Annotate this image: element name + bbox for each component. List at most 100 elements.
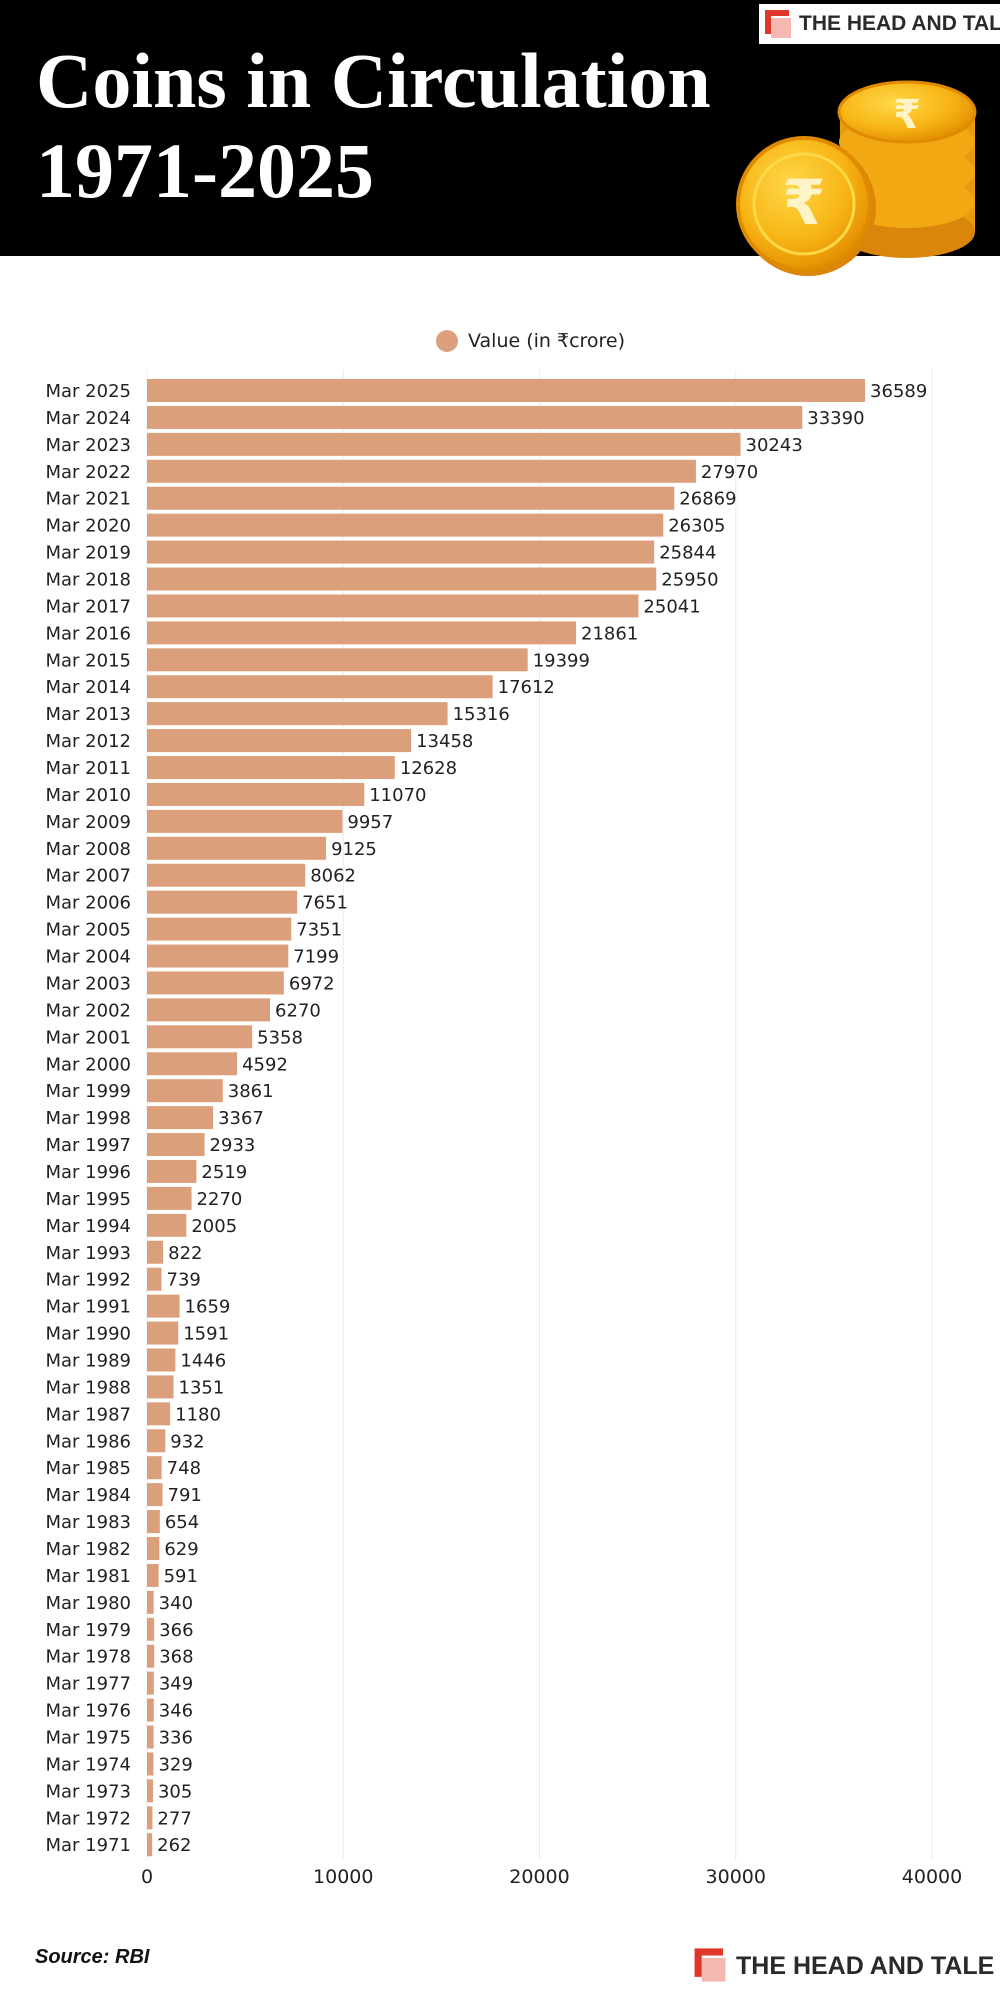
bar bbox=[147, 1159, 197, 1183]
category-label: Mar 2006 bbox=[46, 893, 132, 914]
title-line-2: 1971-2025 bbox=[36, 127, 374, 214]
category-label: Mar 1994 bbox=[46, 1216, 132, 1237]
value-label: 739 bbox=[167, 1270, 201, 1291]
category-label: Mar 2017 bbox=[46, 596, 132, 617]
value-label: 9125 bbox=[331, 839, 377, 860]
category-label: Mar 1986 bbox=[46, 1431, 132, 1452]
legend: Value (in ₹crore) bbox=[436, 330, 625, 352]
category-label: Mar 1985 bbox=[46, 1458, 132, 1479]
bar bbox=[147, 1079, 223, 1103]
bar bbox=[147, 917, 292, 941]
category-label: Mar 1974 bbox=[46, 1754, 132, 1775]
value-label: 7651 bbox=[302, 893, 348, 914]
value-label: 591 bbox=[164, 1566, 198, 1587]
bar bbox=[147, 971, 284, 995]
bar bbox=[147, 1644, 155, 1668]
value-label: 2519 bbox=[201, 1162, 247, 1183]
category-label: Mar 2021 bbox=[46, 489, 132, 510]
bar bbox=[147, 729, 412, 753]
category-label: Mar 2018 bbox=[46, 570, 132, 591]
value-label: 368 bbox=[159, 1647, 193, 1668]
value-label: 27970 bbox=[701, 462, 758, 483]
value-label: 25844 bbox=[659, 543, 716, 564]
bar bbox=[147, 1025, 253, 1049]
bar bbox=[147, 1833, 153, 1857]
bar bbox=[147, 1186, 192, 1210]
bar bbox=[147, 1402, 171, 1426]
category-label: Mar 1982 bbox=[46, 1539, 132, 1560]
value-label: 262 bbox=[157, 1835, 191, 1856]
bar bbox=[147, 1563, 159, 1587]
bar bbox=[147, 1348, 176, 1372]
value-label: 6270 bbox=[275, 1000, 321, 1021]
value-label: 2933 bbox=[210, 1135, 256, 1156]
category-label: Mar 2014 bbox=[46, 677, 132, 698]
category-label: Mar 1971 bbox=[46, 1835, 132, 1856]
value-label: 932 bbox=[170, 1431, 204, 1452]
bar bbox=[147, 1671, 154, 1695]
value-label: 19399 bbox=[533, 650, 590, 671]
category-label: Mar 1992 bbox=[46, 1270, 132, 1291]
brand-name-bottom: THE HEAD AND TALE bbox=[736, 1952, 995, 1980]
category-label: Mar 1976 bbox=[46, 1701, 132, 1722]
value-label: 5358 bbox=[257, 1027, 303, 1048]
bar bbox=[147, 1267, 162, 1291]
bar bbox=[147, 1456, 162, 1480]
value-label: 25950 bbox=[661, 570, 718, 591]
category-label: Mar 2009 bbox=[46, 812, 132, 833]
value-label: 305 bbox=[158, 1781, 192, 1802]
bar bbox=[147, 998, 271, 1022]
category-label: Mar 1984 bbox=[46, 1485, 132, 1506]
coin-stack-icon: ₹ ₹ bbox=[736, 80, 977, 276]
value-label: 21861 bbox=[581, 623, 638, 644]
category-label: Mar 2016 bbox=[46, 623, 132, 644]
category-label: Mar 2002 bbox=[46, 1000, 132, 1021]
value-label: 1659 bbox=[185, 1297, 231, 1318]
category-label: Mar 1996 bbox=[46, 1162, 132, 1183]
x-tick-label: 0 bbox=[141, 1866, 153, 1888]
category-label: Mar 1997 bbox=[46, 1135, 132, 1156]
category-label: Mar 1989 bbox=[46, 1350, 132, 1371]
value-label: 4592 bbox=[242, 1054, 288, 1075]
bar bbox=[147, 890, 298, 914]
brand-name-top: THE HEAD AND TALE bbox=[799, 12, 1000, 35]
bar bbox=[147, 702, 448, 726]
bar bbox=[147, 1779, 153, 1803]
bar bbox=[147, 1698, 154, 1722]
category-label: Mar 2025 bbox=[46, 381, 132, 402]
x-tick-label: 40000 bbox=[902, 1866, 962, 1888]
bar bbox=[147, 836, 327, 860]
category-label: Mar 1995 bbox=[46, 1189, 132, 1210]
bar bbox=[147, 1240, 164, 1264]
category-label: Mar 1981 bbox=[46, 1566, 132, 1587]
source-note: Source: RBI bbox=[35, 1946, 150, 1968]
brand-logo-bottom: THE HEAD AND TALE bbox=[692, 1946, 995, 1986]
category-label: Mar 2022 bbox=[46, 462, 132, 483]
brand-logo-icon-bottom bbox=[694, 1948, 726, 1982]
bar bbox=[147, 594, 639, 618]
category-label: Mar 2024 bbox=[46, 408, 132, 429]
bar bbox=[147, 809, 343, 833]
category-label: Mar 2015 bbox=[46, 650, 132, 671]
value-label: 9957 bbox=[347, 812, 393, 833]
bar bbox=[147, 621, 577, 645]
category-label: Mar 2000 bbox=[46, 1054, 132, 1075]
value-label: 277 bbox=[157, 1808, 191, 1829]
category-label: Mar 2007 bbox=[46, 866, 132, 887]
value-label: 340 bbox=[159, 1593, 193, 1614]
value-label: 2270 bbox=[197, 1189, 243, 1210]
value-label: 26305 bbox=[668, 516, 725, 537]
grid-lines bbox=[146, 370, 933, 1861]
bar bbox=[147, 1536, 160, 1560]
bar bbox=[147, 1294, 180, 1318]
bar bbox=[147, 540, 655, 564]
value-label: 748 bbox=[167, 1458, 201, 1479]
bar bbox=[147, 1725, 154, 1749]
bar bbox=[147, 756, 395, 780]
bar bbox=[147, 1052, 238, 1076]
bar bbox=[147, 1429, 166, 1453]
bar bbox=[147, 1133, 205, 1157]
category-label: Mar 1983 bbox=[46, 1512, 132, 1533]
bars bbox=[147, 379, 866, 1857]
category-label: Mar 1972 bbox=[46, 1808, 132, 1829]
